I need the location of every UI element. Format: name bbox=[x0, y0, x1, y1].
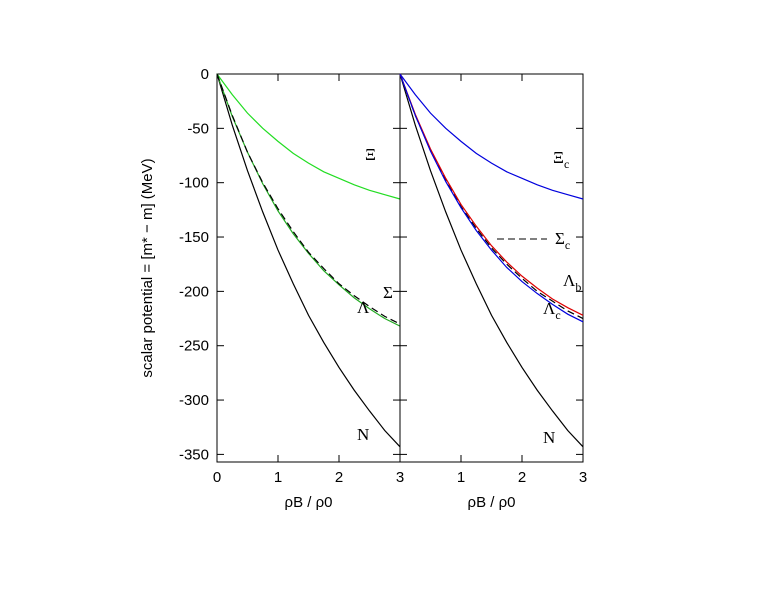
x-tick-label: 2 bbox=[518, 469, 526, 486]
series-label-name: Λ bbox=[543, 299, 556, 318]
series-line bbox=[399, 73, 584, 320]
series-label: Λ bbox=[357, 298, 370, 317]
plot-frame bbox=[216, 73, 401, 463]
y-tick-label: -350 bbox=[179, 446, 209, 463]
series-label: N bbox=[543, 428, 555, 447]
series-label-name: Σ bbox=[383, 283, 393, 302]
series-label-name: Λ bbox=[357, 298, 370, 317]
x-axis-label: ρB / ρ0 bbox=[285, 494, 333, 511]
x-tick-label: 0 bbox=[213, 469, 221, 486]
series-label-name: Ξ bbox=[553, 148, 564, 167]
y-tick-label: -300 bbox=[179, 392, 209, 409]
series-label-sub: b bbox=[575, 280, 581, 294]
series-label-sub: c bbox=[564, 157, 569, 171]
y-tick-label: 0 bbox=[201, 66, 209, 83]
series-line bbox=[399, 73, 584, 200]
series-label-name: Λ bbox=[563, 271, 576, 290]
series-label-sub: c bbox=[555, 308, 560, 322]
series-label: Σc bbox=[555, 229, 570, 252]
x-tick-label: 3 bbox=[579, 469, 587, 486]
series-line bbox=[216, 73, 401, 325]
y-axis-label: scalar potential = [m* − m] (MeV) bbox=[139, 158, 156, 377]
series-line bbox=[216, 73, 401, 448]
series-line bbox=[216, 73, 401, 200]
plot-frame bbox=[399, 73, 584, 463]
y-tick-label: -250 bbox=[179, 338, 209, 355]
y-tick-label: -50 bbox=[187, 120, 209, 137]
x-tick-label: 1 bbox=[274, 469, 282, 486]
series-label-name: N bbox=[543, 428, 555, 447]
series-label: Ξ bbox=[365, 145, 376, 164]
x-tick-label: 2 bbox=[335, 469, 343, 486]
series-line bbox=[399, 73, 584, 448]
x-tick-label: 3 bbox=[396, 469, 404, 486]
series-line bbox=[399, 73, 584, 316]
y-tick-label: -100 bbox=[179, 175, 209, 192]
series-label-name: Ξ bbox=[365, 145, 376, 164]
series-line bbox=[399, 73, 584, 323]
x-axis-label: ρB / ρ0 bbox=[468, 494, 516, 511]
series-label-sub: c bbox=[565, 238, 570, 252]
series-label-name: Σ bbox=[555, 229, 565, 248]
y-tick-label: -200 bbox=[179, 283, 209, 300]
y-tick-label: -150 bbox=[179, 229, 209, 246]
series-label-name: N bbox=[357, 425, 369, 444]
x-tick-label: 1 bbox=[457, 469, 465, 486]
series-label: N bbox=[357, 425, 369, 444]
series-label: Λb bbox=[563, 271, 581, 294]
series-label: Ξc bbox=[553, 148, 569, 171]
series-label: Σ bbox=[383, 283, 393, 302]
series-label: Λc bbox=[543, 299, 561, 322]
series-line bbox=[216, 73, 401, 327]
